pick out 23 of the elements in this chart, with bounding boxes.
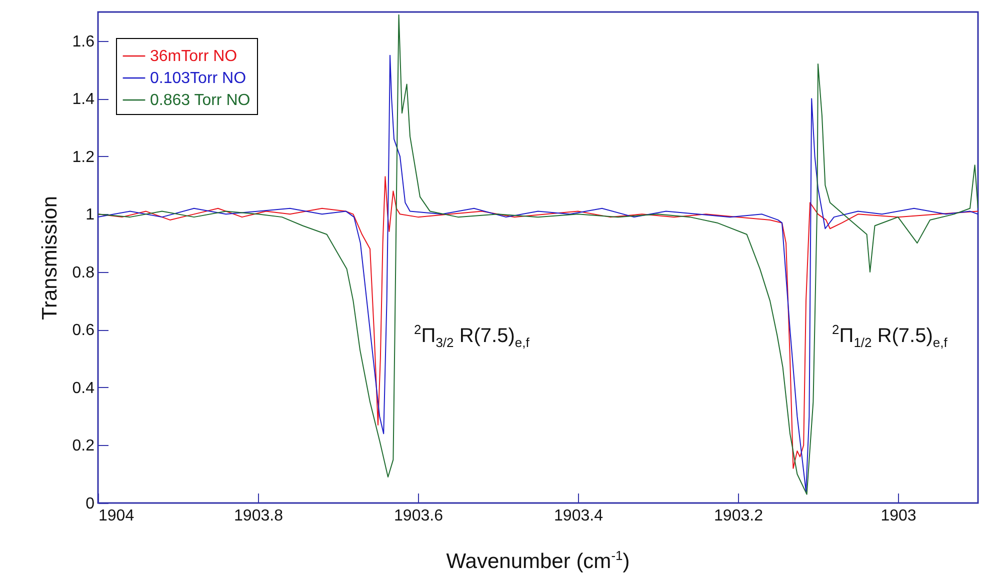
x-tick-label: 1903 [880,508,916,524]
y-tick-label: 1.6 [72,33,95,50]
y-tick-label: 1.4 [72,91,95,108]
y-tick-label: 0.6 [72,322,95,340]
y-axis-title: Transmission [38,196,62,320]
legend-label: 0.863 Torr NO [150,92,250,109]
y-tick-label: 0.4 [72,380,95,397]
annotation: $^{2}$Π$_{1/2}$ R(7.5)$_{e,f}$ [832,322,948,350]
legend-label: 0.103Torr NO [150,70,246,87]
x-tick-label: 1903.8 [234,508,284,524]
annotation: $^{2}$Π$_{3/2}$ R(7.5)$_{e,f}$ [414,322,530,350]
y-tick-label: 1.2 [72,148,95,166]
legend-label: 36mTorr NO [150,48,238,65]
x-axis-title: Wavenumber (cm$^{-1}$) [445,548,631,574]
line-series [98,176,978,469]
x-tick-label: 1903.4 [554,508,604,524]
y-tick-label: 0 [86,496,95,512]
y-tick-label: 1 [86,206,95,224]
y-tick-label: 0.2 [72,438,95,455]
x-tick-label: 1903.2 [714,508,764,524]
y-tick-label: 0.8 [72,264,95,282]
x-tick-label: 1904 [98,508,134,524]
x-tick-label: 1903.6 [394,508,444,524]
